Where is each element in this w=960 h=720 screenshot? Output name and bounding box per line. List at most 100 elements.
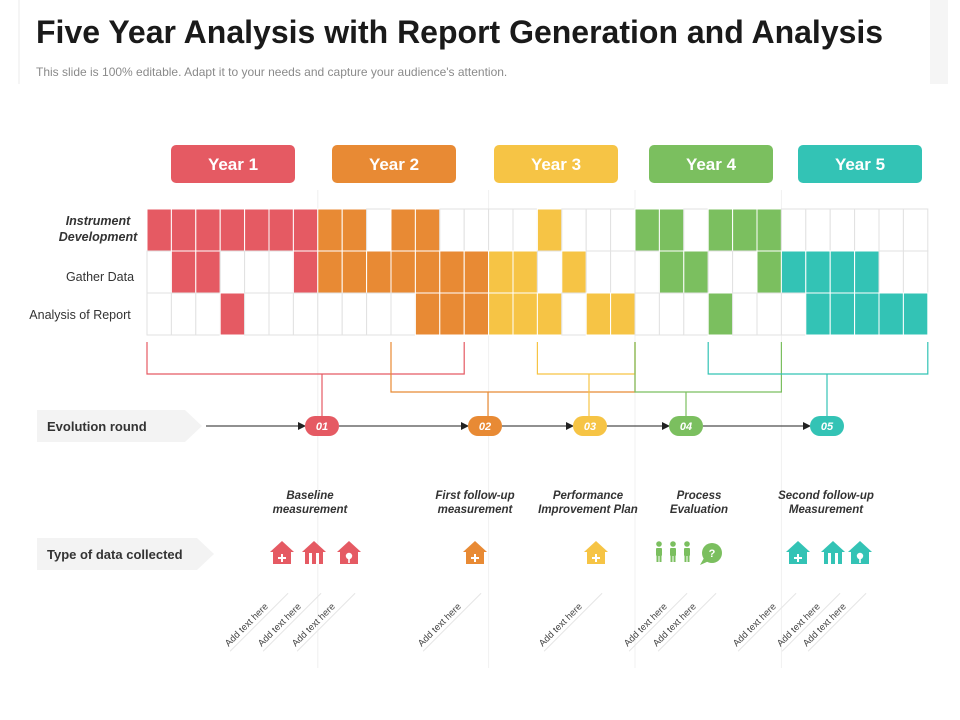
round-badge-shape: [305, 416, 339, 436]
round-badge-4: 04: [669, 416, 703, 436]
placeholder-underline: [781, 592, 841, 652]
round-number: 02: [479, 421, 491, 433]
grid-cell: [780, 250, 807, 294]
person-head: [684, 541, 690, 547]
house-tree-trunk: [348, 558, 350, 563]
round-number: 05: [821, 421, 834, 433]
grid-cell: [610, 292, 636, 336]
house-roof: [848, 541, 872, 552]
grid-cell: [683, 208, 709, 252]
house-pillar: [309, 553, 312, 564]
grid-cell: [341, 292, 368, 336]
placeholder-underline: [296, 592, 356, 652]
placeholder-underline: [262, 592, 322, 652]
grid-cell: [658, 250, 685, 294]
grid-cell: [414, 292, 441, 336]
year-header-4: Year 4: [649, 145, 773, 183]
round-badge-1: 01: [305, 416, 339, 436]
grid-cell: [756, 250, 782, 294]
bracket-2: [390, 342, 636, 393]
house-body: [824, 551, 842, 564]
grid-cell: [512, 208, 538, 252]
grid-cell: [585, 292, 612, 336]
grid-cell: [268, 292, 294, 336]
grid-cell: [195, 250, 221, 294]
placeholder-underline: [628, 592, 688, 652]
page-subtitle: This slide is 100% editable. Adapt it to…: [36, 65, 508, 79]
grid-cell: [878, 250, 904, 294]
round-badge-shape: [573, 416, 607, 436]
grid-cell: [219, 208, 246, 252]
grid-cell: [610, 208, 636, 252]
house-tree-icon: [848, 541, 872, 564]
person-leg: [670, 555, 673, 562]
year-header-box: [494, 145, 618, 183]
grid-cell: [146, 292, 172, 336]
placeholder-underline: [657, 592, 717, 652]
grid-cell: [634, 208, 660, 252]
evolution-round-label: Evolution round: [37, 410, 202, 442]
grid-cell: [658, 292, 685, 336]
grid-cell: [634, 292, 660, 336]
grid-cell: [902, 292, 929, 336]
grid-cell: [707, 208, 734, 252]
grid-cell: [439, 250, 465, 294]
bracket-1: [146, 342, 465, 375]
grid-cell: [292, 292, 319, 336]
stage-title-line: Performance: [553, 490, 624, 502]
grid-cell: [829, 250, 856, 294]
house-roof: [463, 541, 487, 552]
house-plus-h: [278, 557, 286, 559]
stage-title-line: measurement: [438, 504, 514, 516]
grid-cell: [463, 208, 490, 252]
grid-cell: [902, 250, 929, 294]
placeholder-underline: [737, 592, 797, 652]
grid-cell: [317, 250, 343, 294]
grid-cell: [732, 208, 758, 252]
bubble-glyph: ?: [709, 548, 716, 560]
person-leg: [673, 555, 676, 562]
grid-cell: [414, 208, 441, 252]
round-number: 03: [584, 421, 596, 433]
house-roof: [786, 541, 810, 552]
house-tree-icon: [337, 541, 361, 564]
grid-cell: [878, 208, 904, 252]
round-badge-5: 05: [810, 416, 844, 436]
person-leg: [687, 555, 690, 562]
stage-title-5: Second follow-up Measurement: [778, 490, 874, 516]
stage-title-line: Second follow-up: [778, 490, 874, 502]
person-head: [670, 541, 676, 547]
grid-cell: [244, 250, 270, 294]
year-header-2: Year 2: [332, 145, 456, 183]
grid-cell: [219, 292, 246, 336]
stage-title-line: Measurement: [789, 504, 864, 516]
year-header-label: Year 4: [686, 155, 737, 174]
grid-cell: [195, 208, 221, 252]
house-roof: [584, 541, 608, 552]
house-split-icon: [302, 541, 326, 564]
placeholder-text: Add text here: [731, 601, 779, 649]
grid-cell: [170, 292, 197, 336]
house-tree: [345, 552, 353, 560]
house-plus-h: [592, 557, 600, 559]
person-body: [670, 548, 676, 556]
placeholder-text: Add text here: [416, 601, 464, 649]
person-leg: [659, 555, 662, 562]
year-header-1: Year 1: [171, 145, 295, 183]
grid-cell: [780, 208, 807, 252]
grid-cell: [805, 208, 831, 252]
grid-cell: [463, 250, 490, 294]
grid-cell: [244, 292, 270, 336]
house-body: [305, 551, 323, 564]
grid-cell: [585, 250, 612, 294]
house-plus-h: [794, 557, 802, 559]
grid-cell: [146, 250, 172, 294]
grid-cell: [170, 250, 197, 294]
person-icon: [670, 541, 676, 562]
grid-cell: [878, 292, 904, 336]
round-badge-shape: [669, 416, 703, 436]
placeholder-text: Add text here: [537, 601, 585, 649]
house-pillar: [835, 553, 838, 564]
grid-cell: [683, 250, 709, 294]
house-roof: [270, 541, 294, 552]
